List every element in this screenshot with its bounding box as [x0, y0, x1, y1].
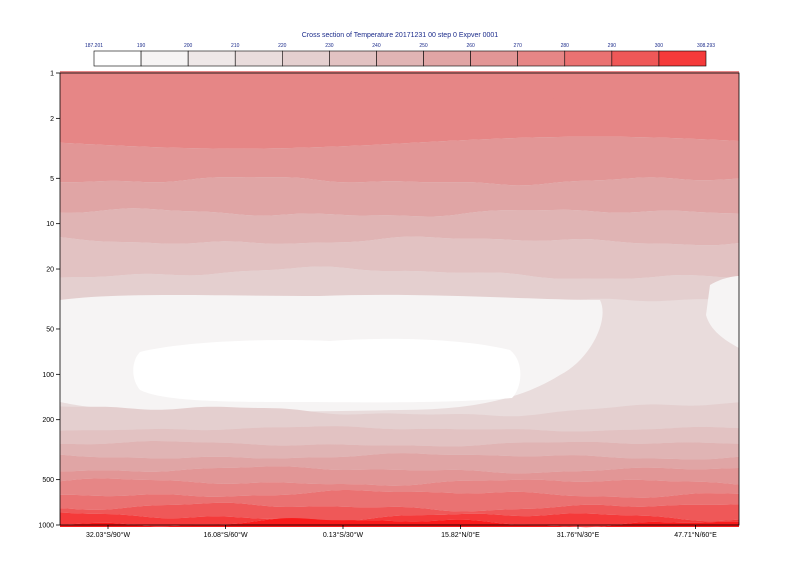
plot-area: 1 2 5 10 20 50 100 200 500 1000 32.03°S/90°W 16.08… [38, 71, 740, 539]
colorbar-swatch [470, 50, 518, 67]
colorbar-label: 200 [184, 43, 193, 49]
y-tick-label: 2 [50, 116, 54, 123]
plot-frame [59, 72, 740, 526]
x-tick-label: 16.08°S/60°W [203, 531, 248, 539]
temperature-band [706, 276, 739, 348]
y-tick-label: 10 [46, 221, 54, 228]
colorbar-label: 280 [561, 43, 570, 49]
colorbar-swatch [234, 50, 283, 67]
colorbar-swatch [187, 50, 236, 67]
colorbar-label: 290 [608, 43, 617, 49]
temperature-band [222, 369, 243, 379]
x-tick-label: 31.76°N/30°E [557, 531, 600, 539]
y-tick-label: 200 [42, 417, 54, 424]
colorbar-swatch [564, 50, 613, 67]
colorbar-label: 220 [278, 43, 287, 49]
colorbar-label: 190 [137, 43, 146, 49]
temperature-band [60, 73, 215, 140]
colorbar: 187.201 190 200 210 220 230 240 250 260 270 280 290… [85, 43, 715, 67]
colorbar-label: 230 [325, 43, 334, 49]
temperature-band [60, 453, 739, 474]
colorbar-label: 308.293 [697, 43, 715, 49]
colorbar-swatch [140, 50, 189, 67]
y-tick-label: 5 [50, 176, 54, 183]
y-tick-label: 1 [50, 71, 54, 78]
chart-title: Cross section of Temperature 20171231 00… [302, 32, 498, 39]
temperature-band [60, 426, 739, 447]
colorbar-swatch [329, 50, 377, 67]
colorbar-swatch [376, 50, 424, 67]
temperature-band [60, 402, 739, 432]
x-tick-label: 47.71°N/60°E [674, 531, 717, 539]
x-tick-label: 32.03°S/90°W [86, 531, 131, 539]
temperature-band [60, 490, 739, 512]
colorbar-swatch [282, 50, 330, 67]
y-tick-label: 20 [46, 267, 54, 274]
colorbar-label: 300 [655, 43, 664, 49]
colorbar-swatch [423, 50, 471, 67]
colorbar-swatch [658, 50, 707, 67]
y-tick-label: 100 [42, 372, 54, 379]
temperature-band [570, 322, 592, 343]
x-tick-label: 0.13°S/30°W [323, 531, 364, 539]
colorbar-label: 210 [231, 43, 240, 49]
y-axis: 1 2 5 10 20 50 100 200 500 1000 [38, 71, 60, 530]
temperature-band [60, 502, 739, 522]
colorbar-label: 270 [514, 43, 523, 49]
temperature-band [60, 441, 739, 460]
temperature-band [133, 338, 521, 403]
temperature-band [60, 236, 739, 279]
colorbar-label: 260 [466, 43, 475, 49]
y-tick-label: 500 [42, 477, 54, 484]
y-tick-label: 50 [46, 326, 54, 333]
colorbar-label: 187.201 [85, 43, 103, 49]
colorbar-swatch [611, 50, 660, 67]
colorbar-swatch [93, 50, 142, 67]
temperature-band [60, 208, 739, 246]
x-axis: 32.03°S/90°W 16.08°S/60°W 0.13°S/30°W 15.82… [86, 525, 717, 539]
temperature-band [60, 466, 739, 486]
temperature-band [545, 73, 739, 140]
colorbar-swatch [517, 50, 566, 67]
colorbar-label: 240 [372, 43, 381, 49]
y-tick-label: 1000 [38, 523, 54, 530]
temperature-band [60, 177, 739, 217]
temperature-band [60, 478, 739, 498]
colorbar-label: 250 [419, 43, 428, 49]
temperature-band [60, 136, 739, 186]
temperature-bands [60, 71, 739, 528]
x-tick-label: 15.82°N/0°E [441, 531, 480, 539]
temperature-band [60, 512, 739, 528]
